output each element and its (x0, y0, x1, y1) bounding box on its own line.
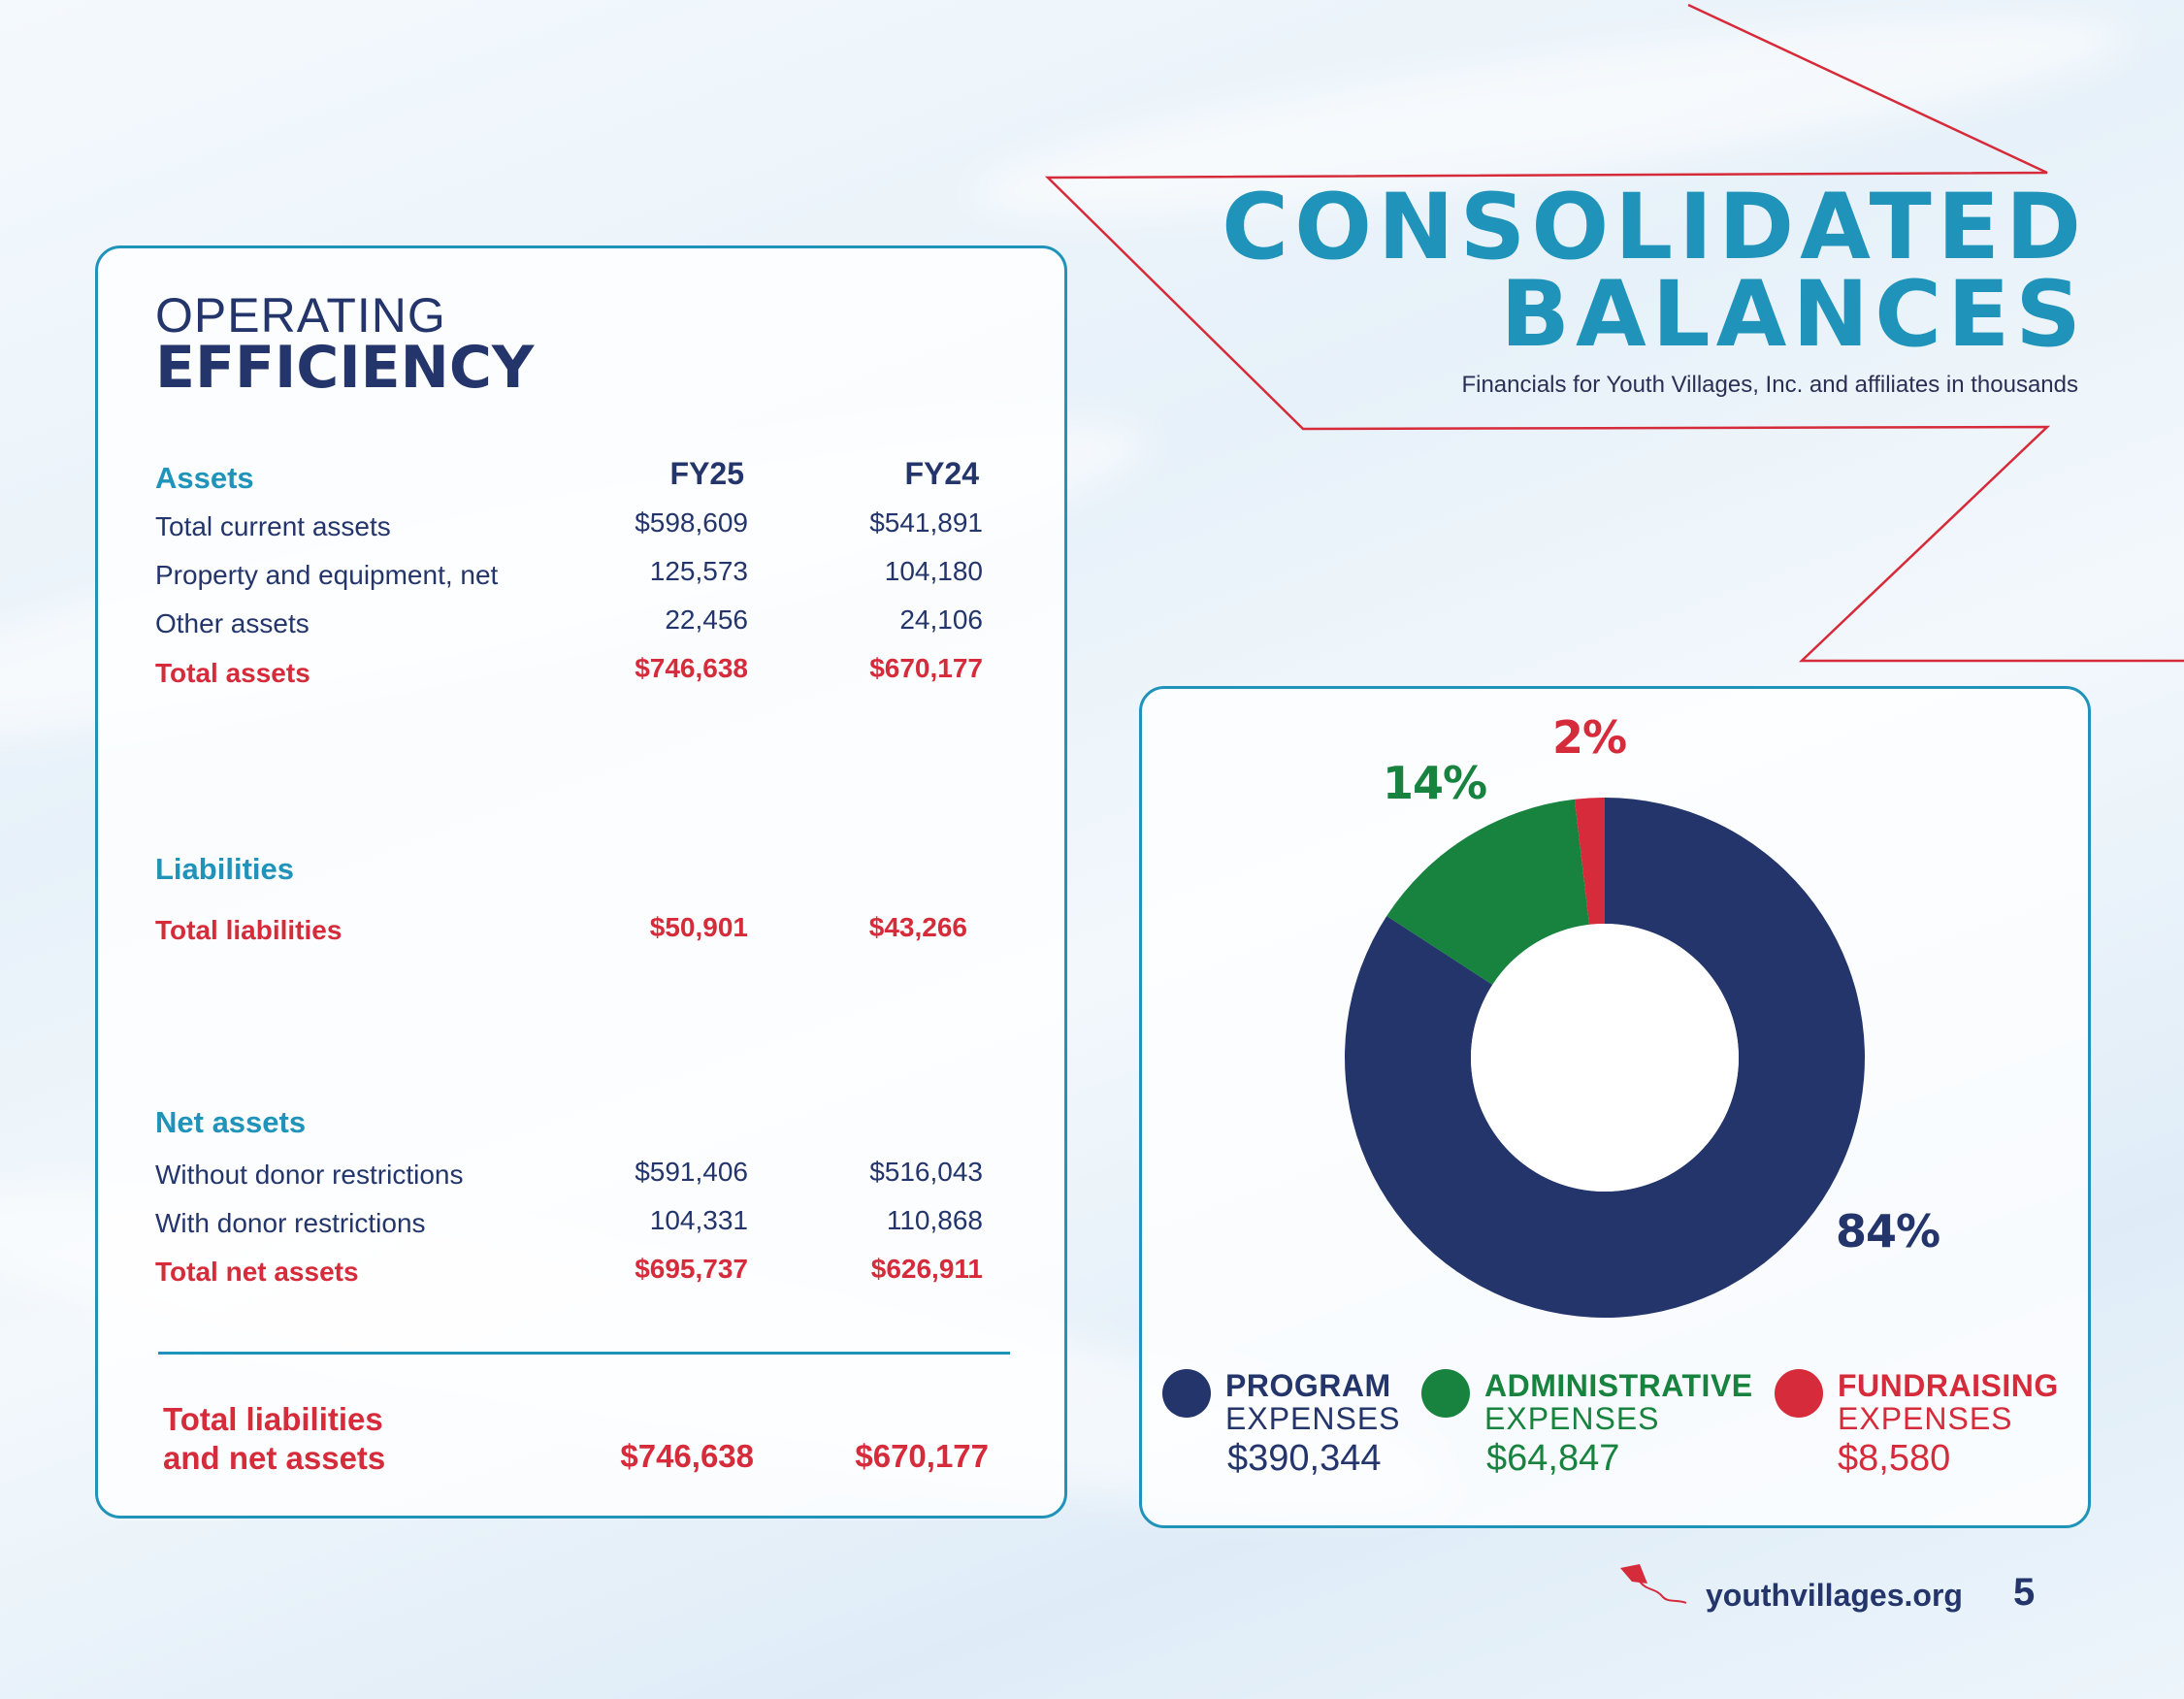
legend-administrative-value: $64,847 (1486, 1438, 1620, 1479)
legend-fundraising-light: EXPENSES (1838, 1401, 2013, 1436)
table-cell-fy24: 24,106 (899, 604, 983, 635)
legend-fundraising-value: $8,580 (1838, 1438, 1951, 1479)
operating-efficiency-title: OPERATING EFFICIENCY (155, 288, 535, 402)
total-assets-fy24: $670,177 (869, 653, 983, 683)
divider (158, 1352, 1010, 1355)
page-title-line2: BALANCES (1500, 262, 2087, 368)
legend-dot-fundraising (1775, 1369, 1823, 1418)
liabilities-heading: Liabilities (155, 852, 294, 886)
col-header-fy25: FY25 (669, 456, 744, 491)
pct-label-administrative: 14% (1383, 757, 1487, 809)
kite-icon (1620, 1564, 1687, 1604)
table-cell-fy25: $591,406 (635, 1157, 748, 1187)
legend-fundraising-bold: FUNDRAISING (1838, 1368, 2059, 1403)
assets-heading: Assets (155, 461, 254, 495)
donut-slice-program (1345, 798, 1865, 1318)
pct-label-program: 84% (1836, 1205, 1940, 1258)
donut-hole (1471, 924, 1739, 1192)
table-cell-fy25: 22,456 (665, 604, 748, 635)
table-cell-fy24: $516,043 (869, 1157, 983, 1187)
table-cell-fy24: 110,868 (886, 1205, 983, 1235)
table-cell-fy24: 104,180 (884, 556, 983, 586)
legend-dot-administrative (1421, 1369, 1470, 1418)
grand-total-fy24: $670,177 (855, 1438, 989, 1474)
legend-program-light: EXPENSES (1225, 1401, 1401, 1436)
legend-program-bold: PROGRAM (1225, 1368, 1391, 1403)
table-row-label: Property and equipment, net (155, 560, 499, 590)
legend-administrative-light: EXPENSES (1484, 1401, 1660, 1436)
table-row-label: With donor restrictions (155, 1208, 426, 1238)
total-assets-fy25: $746,638 (635, 653, 748, 683)
table-row-label: Without donor restrictions (155, 1160, 464, 1190)
op-title-line1: OPERATING (155, 288, 446, 343)
grand-total-label-line2: and net assets (163, 1440, 386, 1476)
grand-total-label-line1: Total liabilities (163, 1401, 383, 1437)
total-liabilities-fy25: $50,901 (649, 912, 748, 942)
total-net-assets-fy25: $695,737 (635, 1254, 748, 1284)
grand-total-fy25: $746,638 (620, 1438, 754, 1474)
footer-url[interactable]: youthvillages.org (1706, 1578, 1963, 1613)
page-subtitle: Financials for Youth Villages, Inc. and … (1461, 372, 2078, 398)
legend-administrative-bold: ADMINISTRATIVE (1484, 1368, 1753, 1403)
donut-slice-administrative (1386, 799, 1589, 985)
total-net-assets-label: Total net assets (155, 1257, 359, 1287)
donut-slice-fundraising (1574, 798, 1605, 925)
table-cell-fy25: 125,573 (649, 556, 748, 586)
table-cell-fy25: $598,609 (635, 507, 748, 538)
op-title-line2: EFFICIENCY (155, 334, 535, 402)
col-header-fy24: FY24 (904, 456, 979, 491)
table-cell-fy25: 104,331 (649, 1205, 748, 1235)
page-title-line1: CONSOLIDATED (1222, 175, 2087, 280)
table-row-label: Total current assets (155, 511, 391, 541)
total-liabilities-label: Total liabilities (155, 915, 342, 945)
total-assets-label: Total assets (155, 658, 310, 688)
total-liabilities-fy24: $43,266 (868, 912, 967, 942)
table-row-label: Other assets (155, 608, 310, 638)
page-number: 5 (2013, 1571, 2036, 1614)
table-cell-fy24: $541,891 (869, 507, 983, 538)
operating-efficiency-card (95, 245, 1067, 1519)
legend-dot-program (1162, 1369, 1211, 1418)
pct-label-fundraising: 2% (1552, 711, 1627, 764)
net-assets-heading: Net assets (155, 1105, 307, 1139)
legend-program-value: $390,344 (1227, 1438, 1382, 1479)
total-net-assets-fy24: $626,911 (870, 1254, 983, 1284)
page-title: CONSOLIDATED BALANCES (1222, 175, 2087, 368)
expenses-donut-chart (1345, 798, 1865, 1318)
